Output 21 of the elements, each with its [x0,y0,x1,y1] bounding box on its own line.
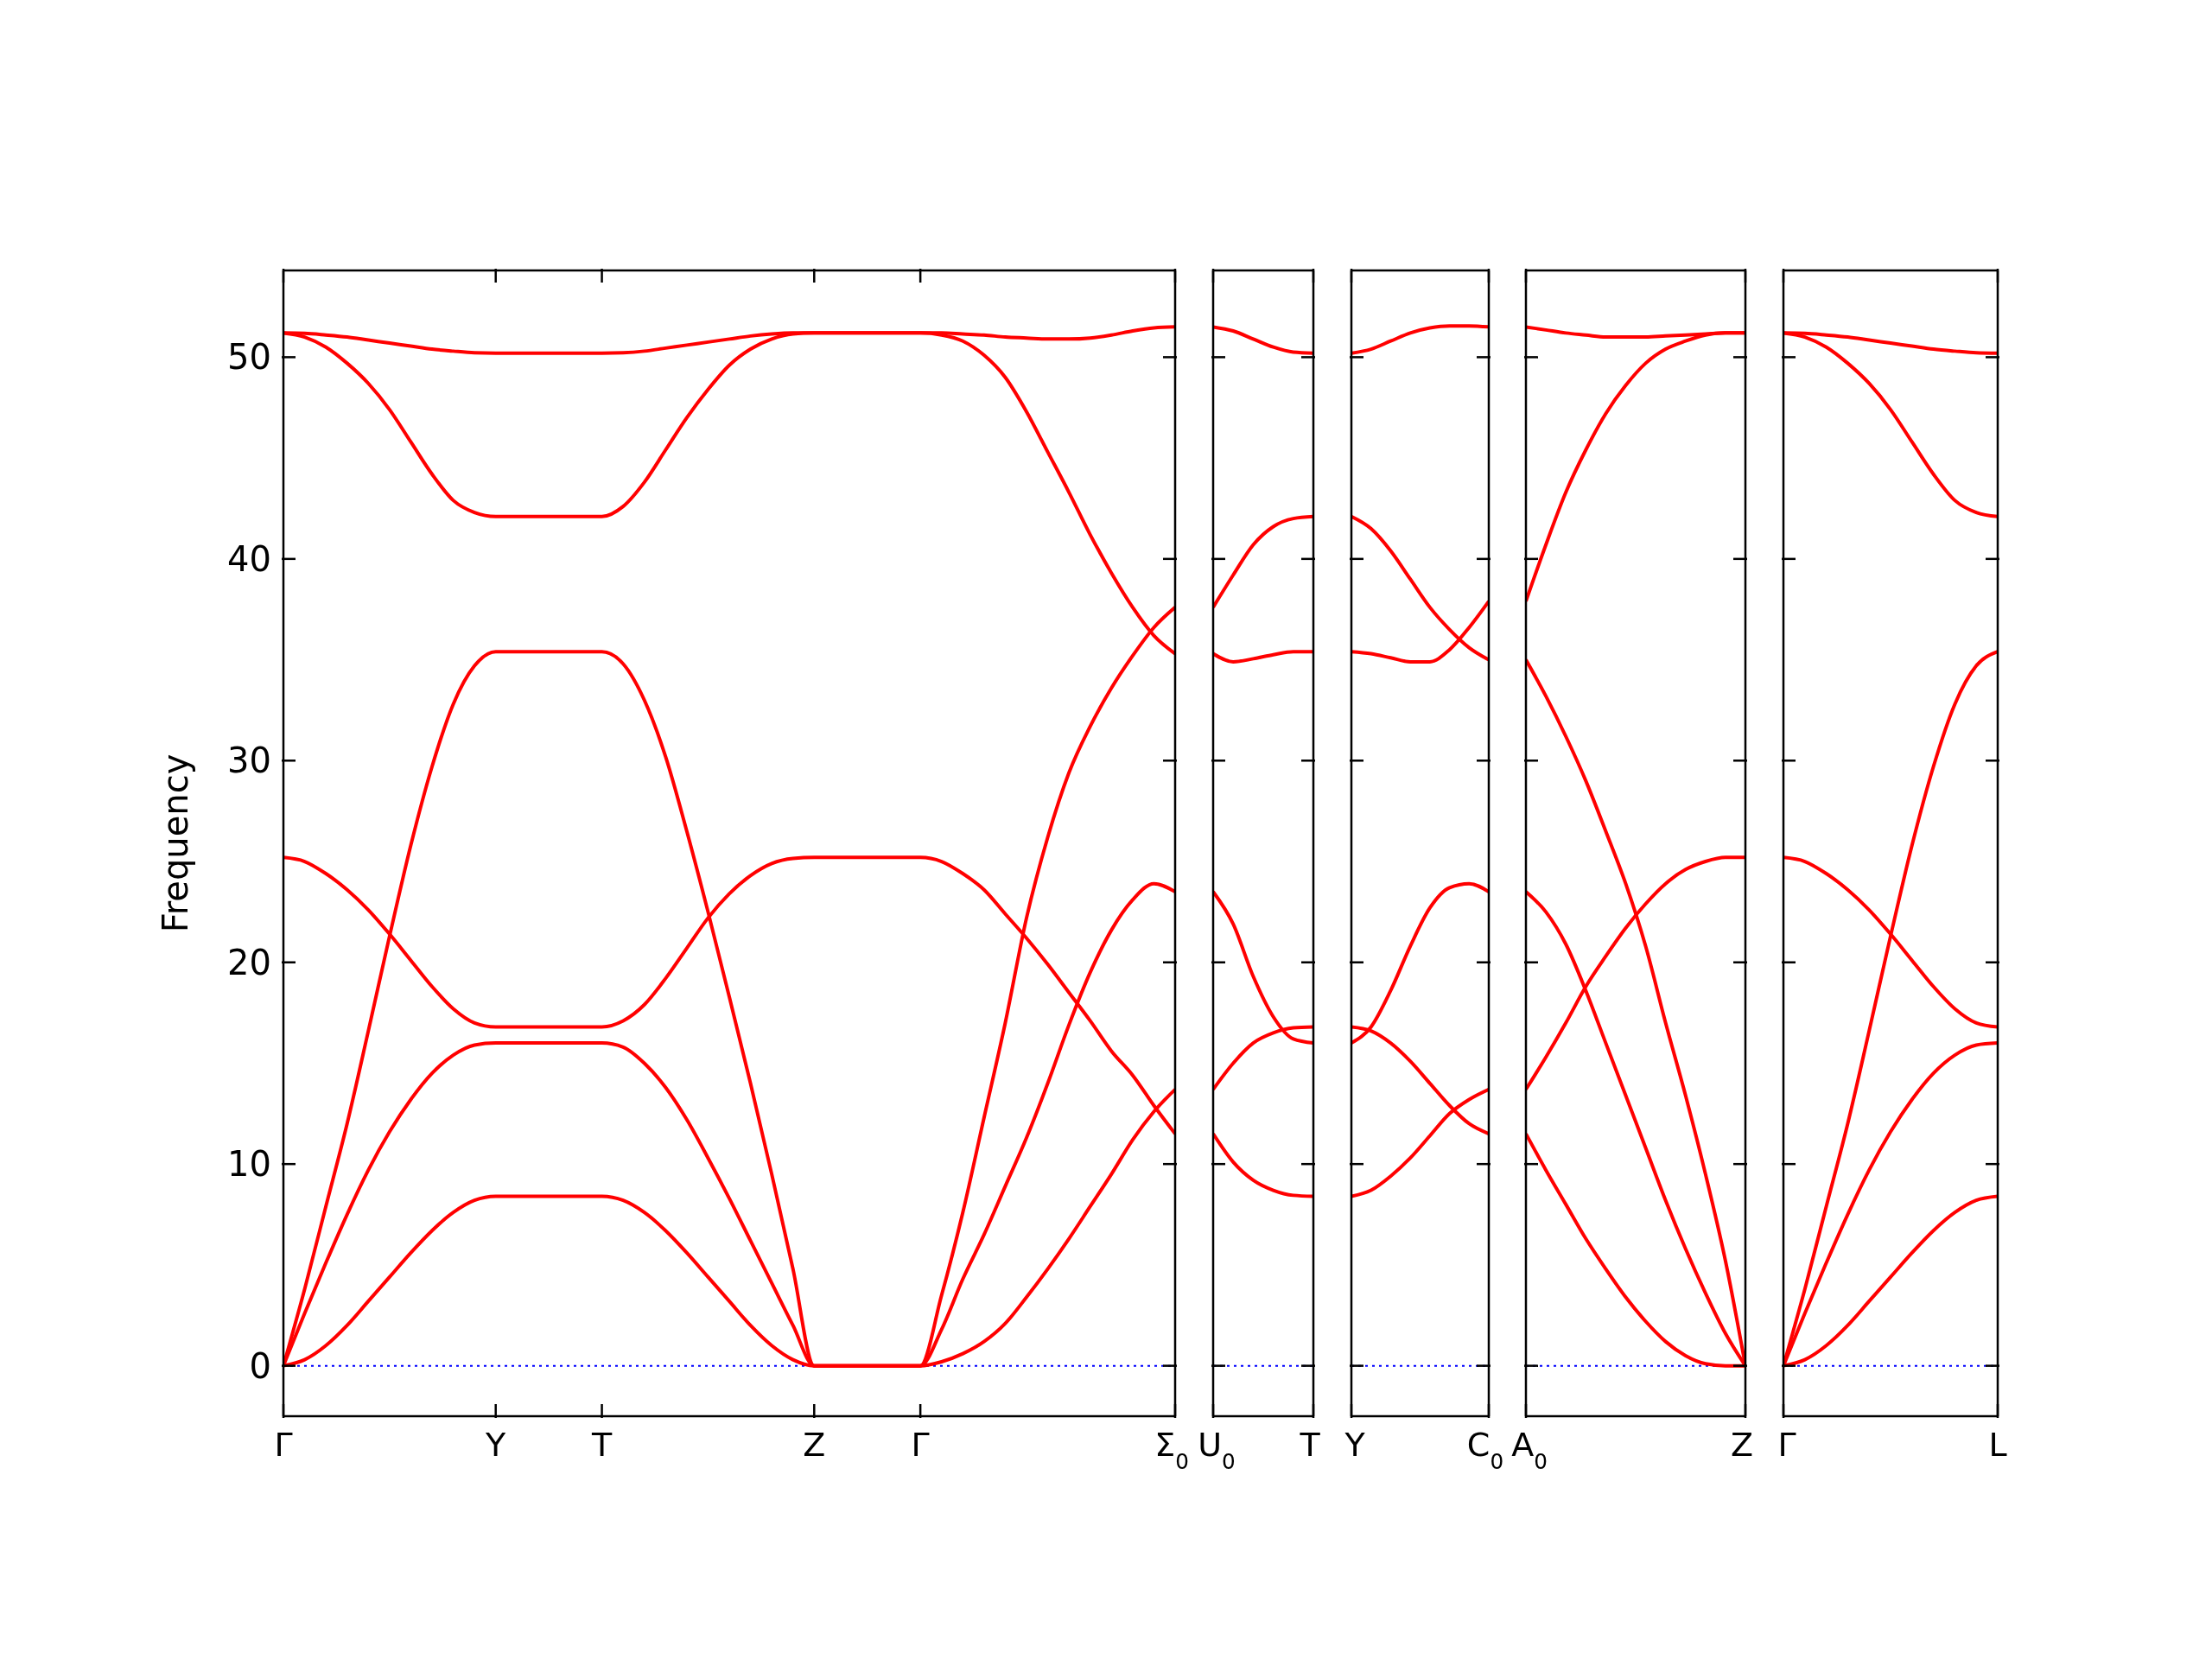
x-tick-label: Y [1344,1426,1366,1464]
y-tick-label: 20 [227,942,271,982]
x-tick-label: Γ [274,1426,293,1464]
y-tick-label: 40 [227,538,271,579]
y-axis-title: Frequency [156,753,195,933]
x-tick-label: C$_{0}$ [1466,1426,1504,1474]
y-tick-label: 10 [227,1144,271,1185]
x-tick-label: T [590,1426,613,1464]
x-tick-label: Γ [911,1426,930,1464]
y-tick-label: 50 [227,337,271,378]
x-tick-label: A$_{0}$ [1511,1426,1548,1474]
y-tick-label: 0 [249,1345,271,1386]
x-tick-label: T [1299,1426,1321,1464]
x-tick-label: U$_{0}$ [1198,1426,1236,1474]
x-tick-label: Z [803,1426,826,1464]
x-tick-label: Z [1730,1426,1754,1464]
x-tick-label: Y [485,1426,507,1464]
x-tick-label: L [1988,1426,2007,1464]
x-tick-label: Σ$_{0}$ [1154,1426,1189,1474]
y-tick-label: 30 [227,741,271,781]
x-tick-label: Γ [1777,1426,1796,1464]
